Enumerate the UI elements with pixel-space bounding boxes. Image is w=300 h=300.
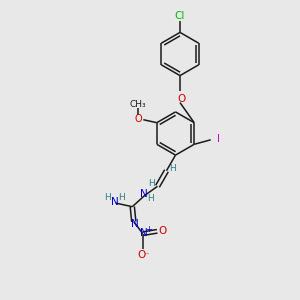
- Text: O: O: [158, 226, 166, 236]
- Text: H: H: [118, 193, 125, 202]
- Text: N: N: [111, 197, 119, 207]
- Text: H: H: [148, 179, 155, 188]
- Text: H: H: [169, 164, 176, 173]
- Text: Cl: Cl: [175, 11, 185, 21]
- Text: +: +: [146, 225, 152, 234]
- Text: I: I: [217, 134, 220, 144]
- Text: O: O: [137, 250, 146, 260]
- Text: N: N: [140, 189, 147, 200]
- Text: O: O: [134, 114, 142, 124]
- Text: ⁻: ⁻: [144, 250, 148, 259]
- Text: O: O: [177, 94, 185, 104]
- Text: H: H: [104, 193, 111, 202]
- Text: N: N: [131, 219, 139, 229]
- Text: N: N: [140, 228, 148, 238]
- Text: CH₃: CH₃: [130, 100, 146, 109]
- Text: H: H: [147, 194, 154, 203]
